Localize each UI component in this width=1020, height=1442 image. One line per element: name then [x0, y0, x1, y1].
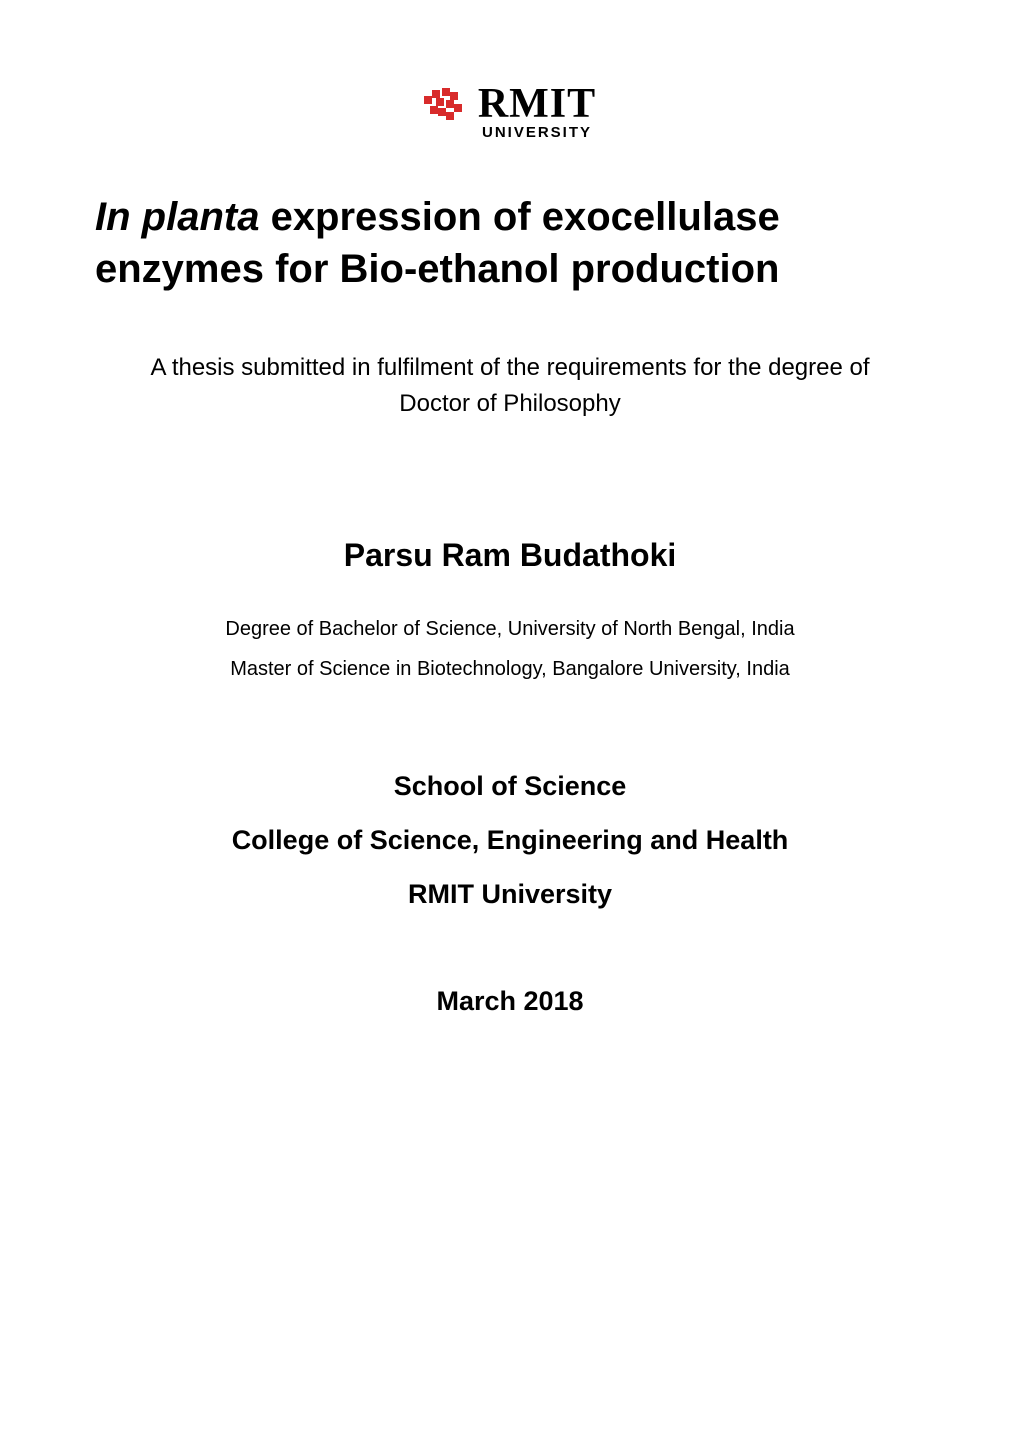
affiliation-line: School of Science [232, 759, 789, 813]
affiliation-line: College of Science, Engineering and Heal… [232, 813, 789, 867]
author-name: Parsu Ram Budathoki [344, 537, 677, 574]
thesis-title-page: RMIT UNIVERSITY In planta expression of … [95, 80, 925, 1382]
author-credential-line: Degree of Bachelor of Science, Universit… [225, 609, 794, 649]
thesis-date: March 2018 [436, 986, 583, 1017]
university-logo: RMIT UNIVERSITY [424, 80, 596, 141]
logo-text-main: RMIT [478, 80, 596, 128]
thesis-title: In planta expression of exocellulase enz… [95, 191, 925, 295]
affiliation-line: RMIT University [232, 867, 789, 921]
logo-text-sub: UNIVERSITY [482, 124, 592, 141]
thesis-subtitle: A thesis submitted in fulfilment of the … [95, 350, 925, 422]
author-credential-line: Master of Science in Biotechnology, Bang… [225, 649, 794, 689]
affiliation-block: School of Science College of Science, En… [232, 759, 789, 921]
logo-row: RMIT [424, 80, 596, 128]
title-italic-part: In planta [95, 195, 259, 239]
author-credentials: Degree of Bachelor of Science, Universit… [225, 609, 794, 689]
rmit-pixel-icon [424, 82, 468, 126]
